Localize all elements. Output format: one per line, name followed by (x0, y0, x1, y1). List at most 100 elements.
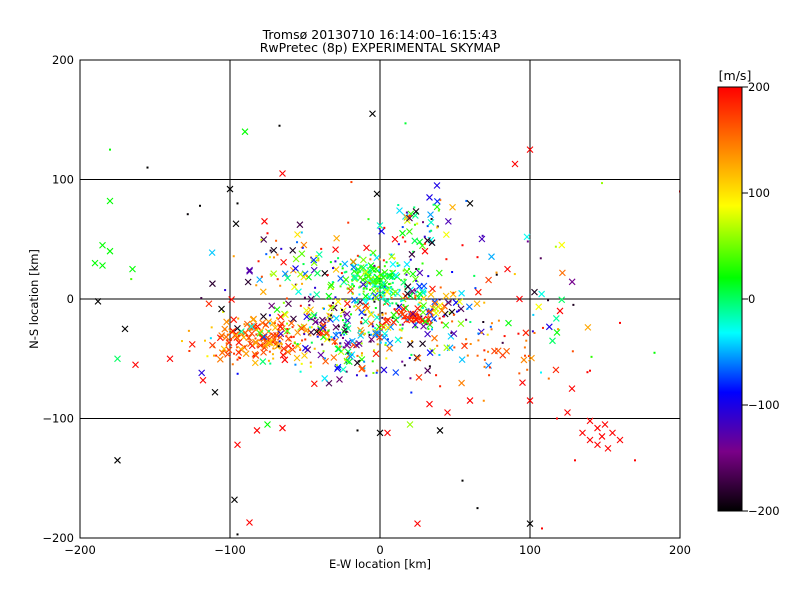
data-point-dot (269, 362, 272, 365)
data-point-cross (269, 319, 277, 327)
data-point-cross (114, 355, 121, 363)
data-point-dot (360, 352, 363, 355)
data-point-cross (114, 456, 121, 464)
data-point-dot (495, 273, 498, 276)
data-point-cross (260, 236, 268, 243)
data-point-dot (368, 282, 371, 285)
data-point-cross (352, 274, 360, 282)
data-point-cross (444, 409, 451, 416)
data-point-cross (357, 332, 365, 339)
data-point-cross (395, 303, 403, 311)
data-point-cross (335, 345, 343, 353)
data-point-dot (236, 346, 239, 349)
data-point-dot (438, 353, 441, 356)
data-point-dot (226, 339, 229, 342)
x-axis: −200 −100 0 100 200 (64, 532, 691, 557)
data-point-dot (383, 226, 386, 229)
data-point-dot (382, 281, 385, 284)
colorbar-tick-label: −100 (748, 398, 780, 412)
data-point-cross (317, 351, 325, 359)
data-point-cross (359, 281, 367, 288)
data-point-dot (363, 311, 366, 314)
data-point-cross (209, 341, 216, 349)
data-point-dot (404, 122, 407, 125)
data-point-dot (405, 211, 408, 214)
data-point-dot (421, 307, 424, 310)
data-point-cross (586, 436, 594, 444)
data-point-dot (556, 417, 558, 420)
data-point-cross (279, 424, 286, 432)
data-point-dot (376, 369, 379, 372)
data-point-dot (432, 305, 435, 308)
data-point-cross (392, 271, 400, 279)
y-axis: −200 −100 0 100 200 (42, 53, 86, 545)
data-point-dot (403, 278, 406, 281)
data-point-dot (339, 263, 342, 266)
data-point-dot (237, 317, 240, 320)
data-point-cross (424, 367, 432, 374)
data-point-dot (590, 355, 593, 358)
data-point-dot (358, 286, 361, 289)
data-point-dot (302, 263, 305, 266)
data-point-dot (341, 308, 344, 311)
data-point-cross (414, 520, 421, 528)
data-point-dot (400, 337, 403, 340)
data-point-dot (388, 304, 391, 307)
data-point-dot (438, 298, 441, 301)
data-point-dot (436, 344, 439, 347)
data-point-cross (406, 214, 413, 222)
data-point-dot (474, 287, 477, 290)
data-point-dot (461, 244, 464, 247)
data-point-dot (301, 246, 304, 249)
data-point-dot (330, 314, 333, 317)
data-point-dot (415, 291, 418, 294)
data-point-dot (457, 309, 460, 312)
data-point-dot (374, 327, 377, 330)
data-point-dot (226, 333, 229, 336)
data-point-dot (411, 291, 414, 294)
data-point-dot (271, 353, 274, 356)
data-point-dot (296, 343, 299, 346)
data-point-dot (369, 253, 372, 256)
data-point-dot (321, 307, 324, 310)
data-point-cross (277, 323, 284, 331)
data-point-dot (339, 285, 342, 288)
data-point-cross (458, 356, 466, 364)
data-point-dot (275, 341, 278, 344)
data-point-dot (355, 374, 358, 377)
data-point-cross (242, 329, 249, 337)
y-axis-label: N-S location [km] (27, 249, 41, 349)
data-point-cross (433, 198, 441, 205)
data-point-dot (350, 313, 353, 316)
data-point-dot (360, 354, 363, 357)
data-point-dot (187, 329, 190, 332)
data-point-cross (411, 237, 419, 245)
colorbar-tick-label: −200 (748, 504, 780, 518)
data-point-cross (216, 355, 224, 363)
data-point-dot (415, 279, 418, 282)
data-point-dot (209, 337, 212, 340)
data-point-dot (345, 370, 348, 373)
data-point-cross (406, 228, 413, 235)
data-point-dot (356, 429, 359, 432)
data-point-cross (351, 296, 358, 304)
data-point-cross (343, 310, 351, 318)
data-point-dot (365, 284, 368, 287)
data-point-cross (270, 246, 278, 254)
data-point-cross (310, 259, 318, 267)
data-point-cross (280, 258, 287, 266)
data-point-dot (272, 357, 275, 360)
data-point-dot (320, 247, 323, 250)
data-point-cross (259, 333, 267, 341)
data-point-cross (268, 302, 276, 310)
data-point-dot (343, 324, 346, 327)
data-point-dot (280, 343, 283, 346)
data-point-dot (390, 270, 393, 273)
data-point-cross (384, 429, 391, 437)
data-point-dot (363, 360, 366, 363)
data-point-dot (278, 340, 281, 343)
data-point-dot (417, 303, 420, 306)
data-point-dot (398, 288, 401, 291)
data-point-dot (356, 301, 359, 304)
data-point-cross (254, 323, 261, 330)
